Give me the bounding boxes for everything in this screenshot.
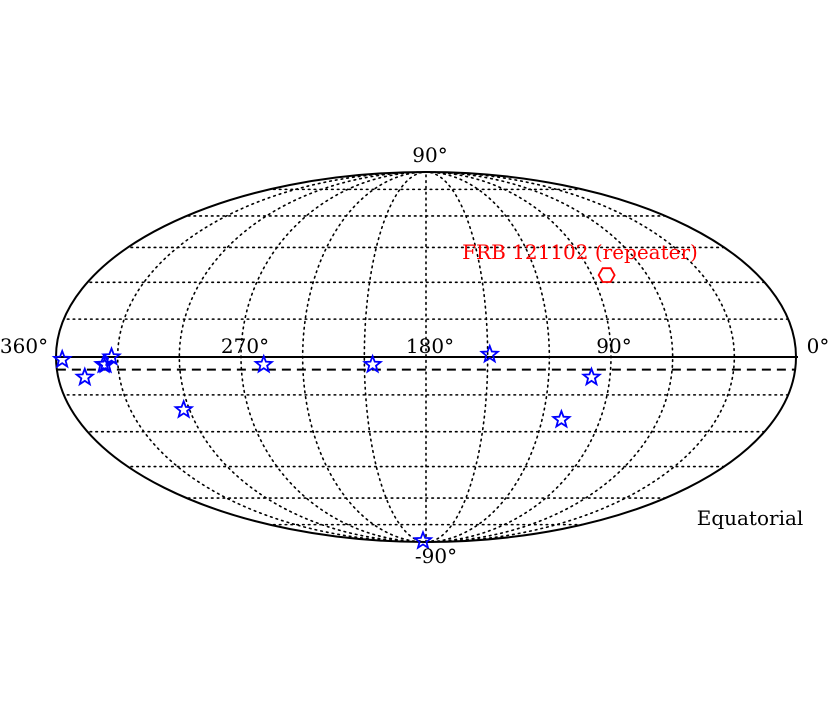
meridian-330 [116, 171, 427, 543]
frb-star-marker-3 [93, 353, 115, 374]
frb-star-marker-10 [550, 408, 572, 429]
frb-annotation: FRB 121102 (repeater) [462, 240, 698, 264]
frb-star-marker-5 [173, 398, 195, 419]
frb-star-marker-8 [479, 343, 501, 364]
meridian-60 [425, 171, 674, 543]
frb-star-marker-6 [253, 353, 275, 374]
y-tick-label-top: 90° [412, 143, 447, 167]
frame-label: Equatorial [697, 506, 804, 530]
frb-star-marker-4 [74, 366, 96, 387]
markers [51, 267, 616, 550]
y-tick-label-bottom: -90° [415, 544, 457, 568]
x-tick-label-180: 180° [406, 334, 454, 358]
x-tick-label-90: 90° [596, 334, 631, 358]
meridian-300 [178, 171, 427, 543]
frb-repeater-marker-0 [597, 267, 616, 283]
frb-star-marker-9 [580, 366, 602, 387]
frb-star-marker-0 [51, 348, 73, 369]
x-tick-label-360: 360° [0, 334, 48, 358]
reference-lines [54, 356, 798, 371]
x-tick-label-0: 0° [807, 334, 830, 358]
frb-star-marker-7 [362, 353, 384, 374]
x-tick-label-270: 270° [221, 334, 269, 358]
frb-star-marker-11 [412, 529, 434, 550]
